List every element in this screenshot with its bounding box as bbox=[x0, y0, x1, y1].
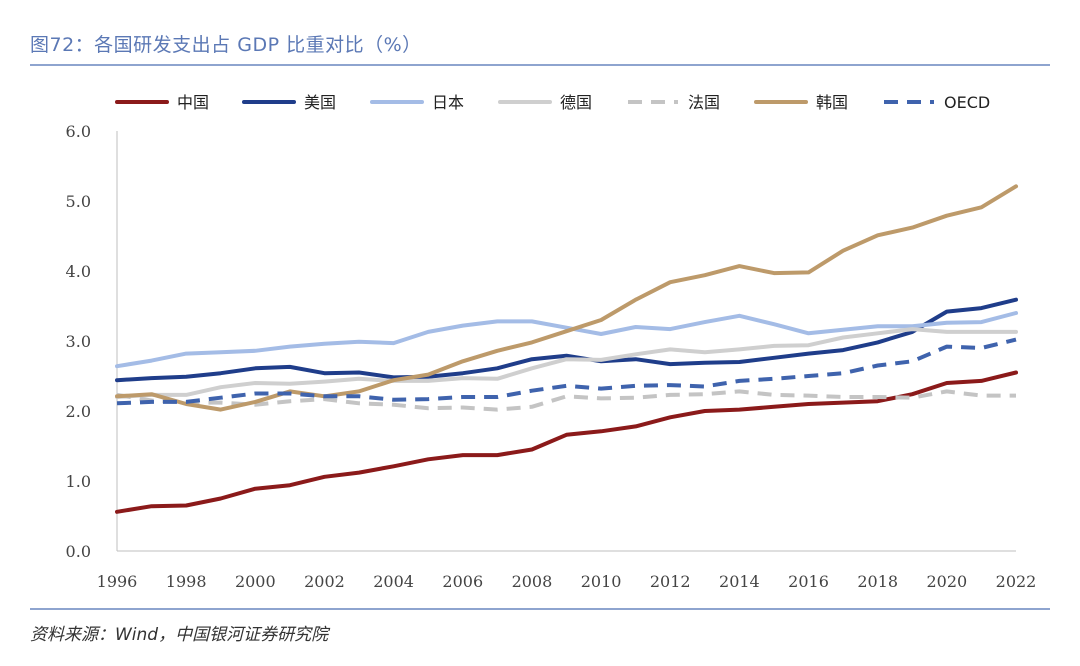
legend-label: 中国 bbox=[177, 93, 209, 112]
series-line bbox=[115, 311, 1018, 369]
x-tick-label: 1996 bbox=[97, 572, 138, 591]
legend-label: 日本 bbox=[432, 93, 464, 112]
series-line bbox=[116, 389, 1016, 412]
bottom-divider bbox=[30, 608, 1050, 610]
axes: 0.0 1.0 2.0 3.0 4.0 5.0 6.0 1996 1998 2000 2002 200… bbox=[66, 122, 1037, 591]
legend-label: 韩国 bbox=[816, 93, 848, 112]
legend: 中国 美国 日本 德国 法国 韩国 OECD bbox=[115, 93, 990, 112]
y-tick-label: 4.0 bbox=[66, 262, 91, 281]
x-tick-label: 2010 bbox=[581, 572, 622, 591]
x-tick-label: 2008 bbox=[512, 572, 553, 591]
x-tick-label: 2020 bbox=[926, 572, 967, 591]
x-tick-label: 2006 bbox=[442, 572, 483, 591]
x-tick-label: 2014 bbox=[719, 572, 760, 591]
legend-label: 法国 bbox=[688, 93, 720, 112]
legend-label: 美国 bbox=[304, 93, 336, 112]
x-tick-label: 1998 bbox=[166, 572, 207, 591]
series-line bbox=[115, 327, 1018, 399]
series-line bbox=[116, 337, 1017, 406]
y-tick-label: 5.0 bbox=[66, 192, 91, 211]
legend-label: OECD bbox=[944, 93, 990, 112]
series-line bbox=[115, 184, 1018, 412]
legend-label: 德国 bbox=[560, 93, 592, 112]
series-lines bbox=[115, 184, 1018, 514]
y-tick-label: 3.0 bbox=[66, 332, 91, 351]
series-line bbox=[115, 297, 1018, 383]
source-note: 资料来源：Wind，中国银河证券研究院 bbox=[30, 625, 329, 645]
y-tick-label: 1.0 bbox=[66, 472, 91, 491]
x-tick-label: 2012 bbox=[650, 572, 691, 591]
x-tick-label: 2004 bbox=[373, 572, 414, 591]
y-tick-label: 6.0 bbox=[66, 122, 91, 141]
y-tick-label: 2.0 bbox=[66, 402, 91, 421]
x-tick-label: 2016 bbox=[788, 572, 829, 591]
x-tick-label: 2022 bbox=[996, 572, 1037, 591]
figure-title: 图72：各国研发支出占 GDP 比重对比（%） bbox=[30, 34, 422, 56]
top-divider bbox=[30, 64, 1050, 66]
x-tick-label: 2002 bbox=[304, 572, 345, 591]
y-tick-label: 0.0 bbox=[66, 542, 91, 561]
x-tick-label: 2000 bbox=[235, 572, 276, 591]
x-tick-label: 2018 bbox=[857, 572, 898, 591]
series-line bbox=[115, 370, 1018, 514]
